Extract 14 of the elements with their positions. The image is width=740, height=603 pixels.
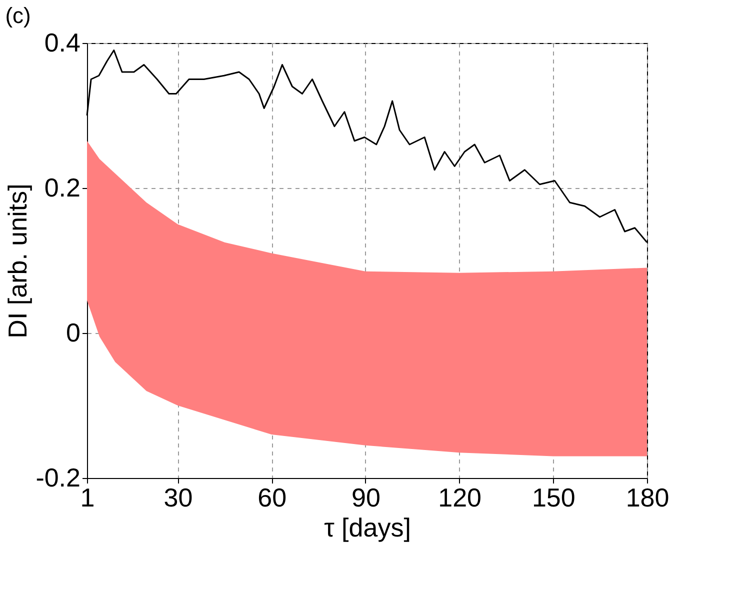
y-tick-label: 0	[66, 318, 80, 348]
y-tick-label: 0.2	[44, 172, 80, 202]
y-tick-label: 0.4	[44, 28, 80, 58]
x-tick-label: 1	[80, 482, 95, 512]
x-tick-label: 150	[532, 482, 576, 512]
y-axis-title: DI [arb. units]	[2, 184, 33, 338]
x-axis-title: τ [days]	[324, 512, 411, 542]
x-tick-label: 180	[626, 482, 670, 512]
y-tick-label: -0.2	[36, 462, 80, 492]
x-tick-label: 120	[438, 482, 482, 512]
x-tick-label: 60	[258, 482, 287, 512]
x-tick-label: 90	[351, 482, 380, 512]
chart-title: (c)	[5, 3, 31, 28]
x-tick-label: 30	[164, 482, 193, 512]
